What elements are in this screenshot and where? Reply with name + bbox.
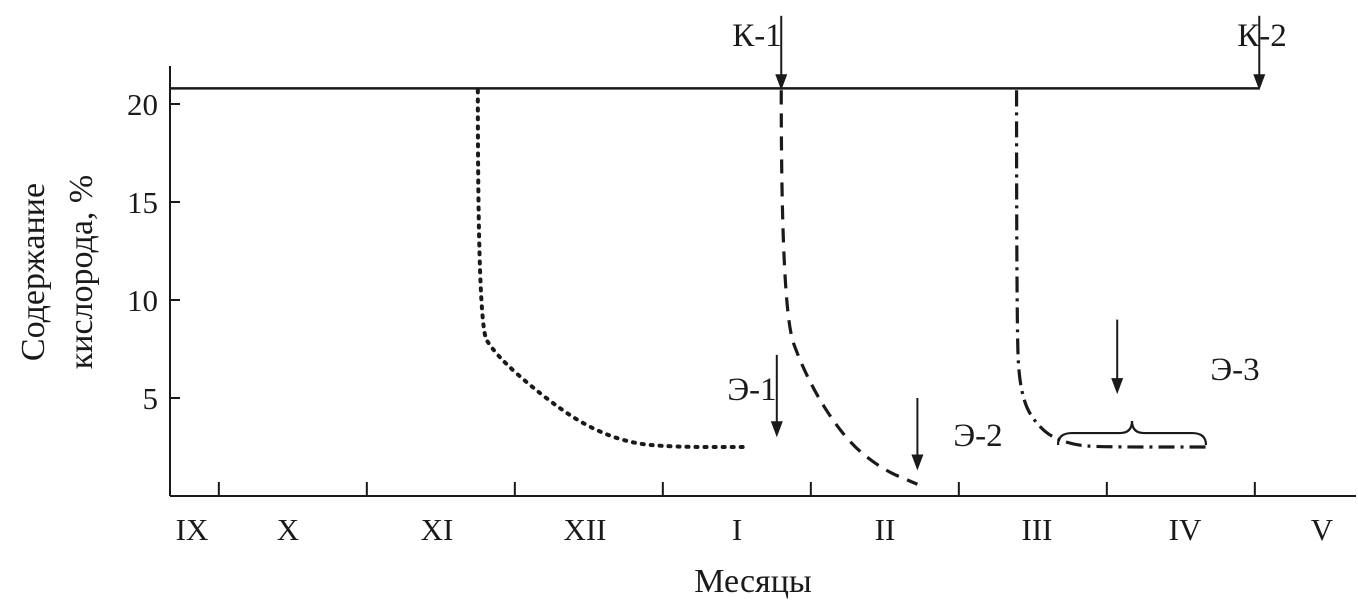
x-tick-label: V <box>1311 512 1334 547</box>
series-2-dashed-line <box>779 90 919 486</box>
annotation-e1-label: Э-1 <box>727 372 776 408</box>
annotation-k1-label: К-1 <box>732 18 782 54</box>
y-axis-label-line2: кислорода, % <box>63 175 100 370</box>
annotation-k1-arrow-head <box>775 74 788 91</box>
x-tick-label: III <box>1022 512 1053 547</box>
annotation-e3-arrow-head <box>1111 378 1124 395</box>
y-tick-label: 15 <box>127 185 158 220</box>
series-group <box>475 88 1206 486</box>
y-tick-label: 20 <box>127 87 158 122</box>
y-tick-label: 5 <box>143 381 159 416</box>
x-axis-label: Месяцы <box>694 563 812 600</box>
x-tick-label: XII <box>563 512 606 547</box>
y-tick-label: 10 <box>127 283 158 318</box>
series-3-dashdot-line <box>1014 90 1206 449</box>
series-1-dotted-line <box>475 88 750 449</box>
annotation-e2-arrow-head <box>911 454 924 471</box>
annotation-k2-arrow-head <box>1253 74 1266 91</box>
annotation-e2-label: Э-2 <box>953 418 1002 454</box>
x-tick-label: XI <box>421 512 454 547</box>
x-tick-label: IX <box>176 512 209 547</box>
x-tick-label: II <box>875 512 896 547</box>
annotation-e1-arrow-head <box>770 421 783 438</box>
x-tick-label: IV <box>1169 512 1202 547</box>
brace <box>1056 420 1208 446</box>
y-axis-label-line1: Содержание <box>15 183 52 361</box>
x-tick-label: I <box>732 512 742 547</box>
annotation-k2-label: К-2 <box>1237 18 1287 54</box>
x-tick-label: X <box>277 512 299 547</box>
annotation-e3-label: Э-3 <box>1210 352 1259 388</box>
annotations-group: К-1 К-2 Э-1 Э-2 Э-3 <box>727 15 1287 471</box>
